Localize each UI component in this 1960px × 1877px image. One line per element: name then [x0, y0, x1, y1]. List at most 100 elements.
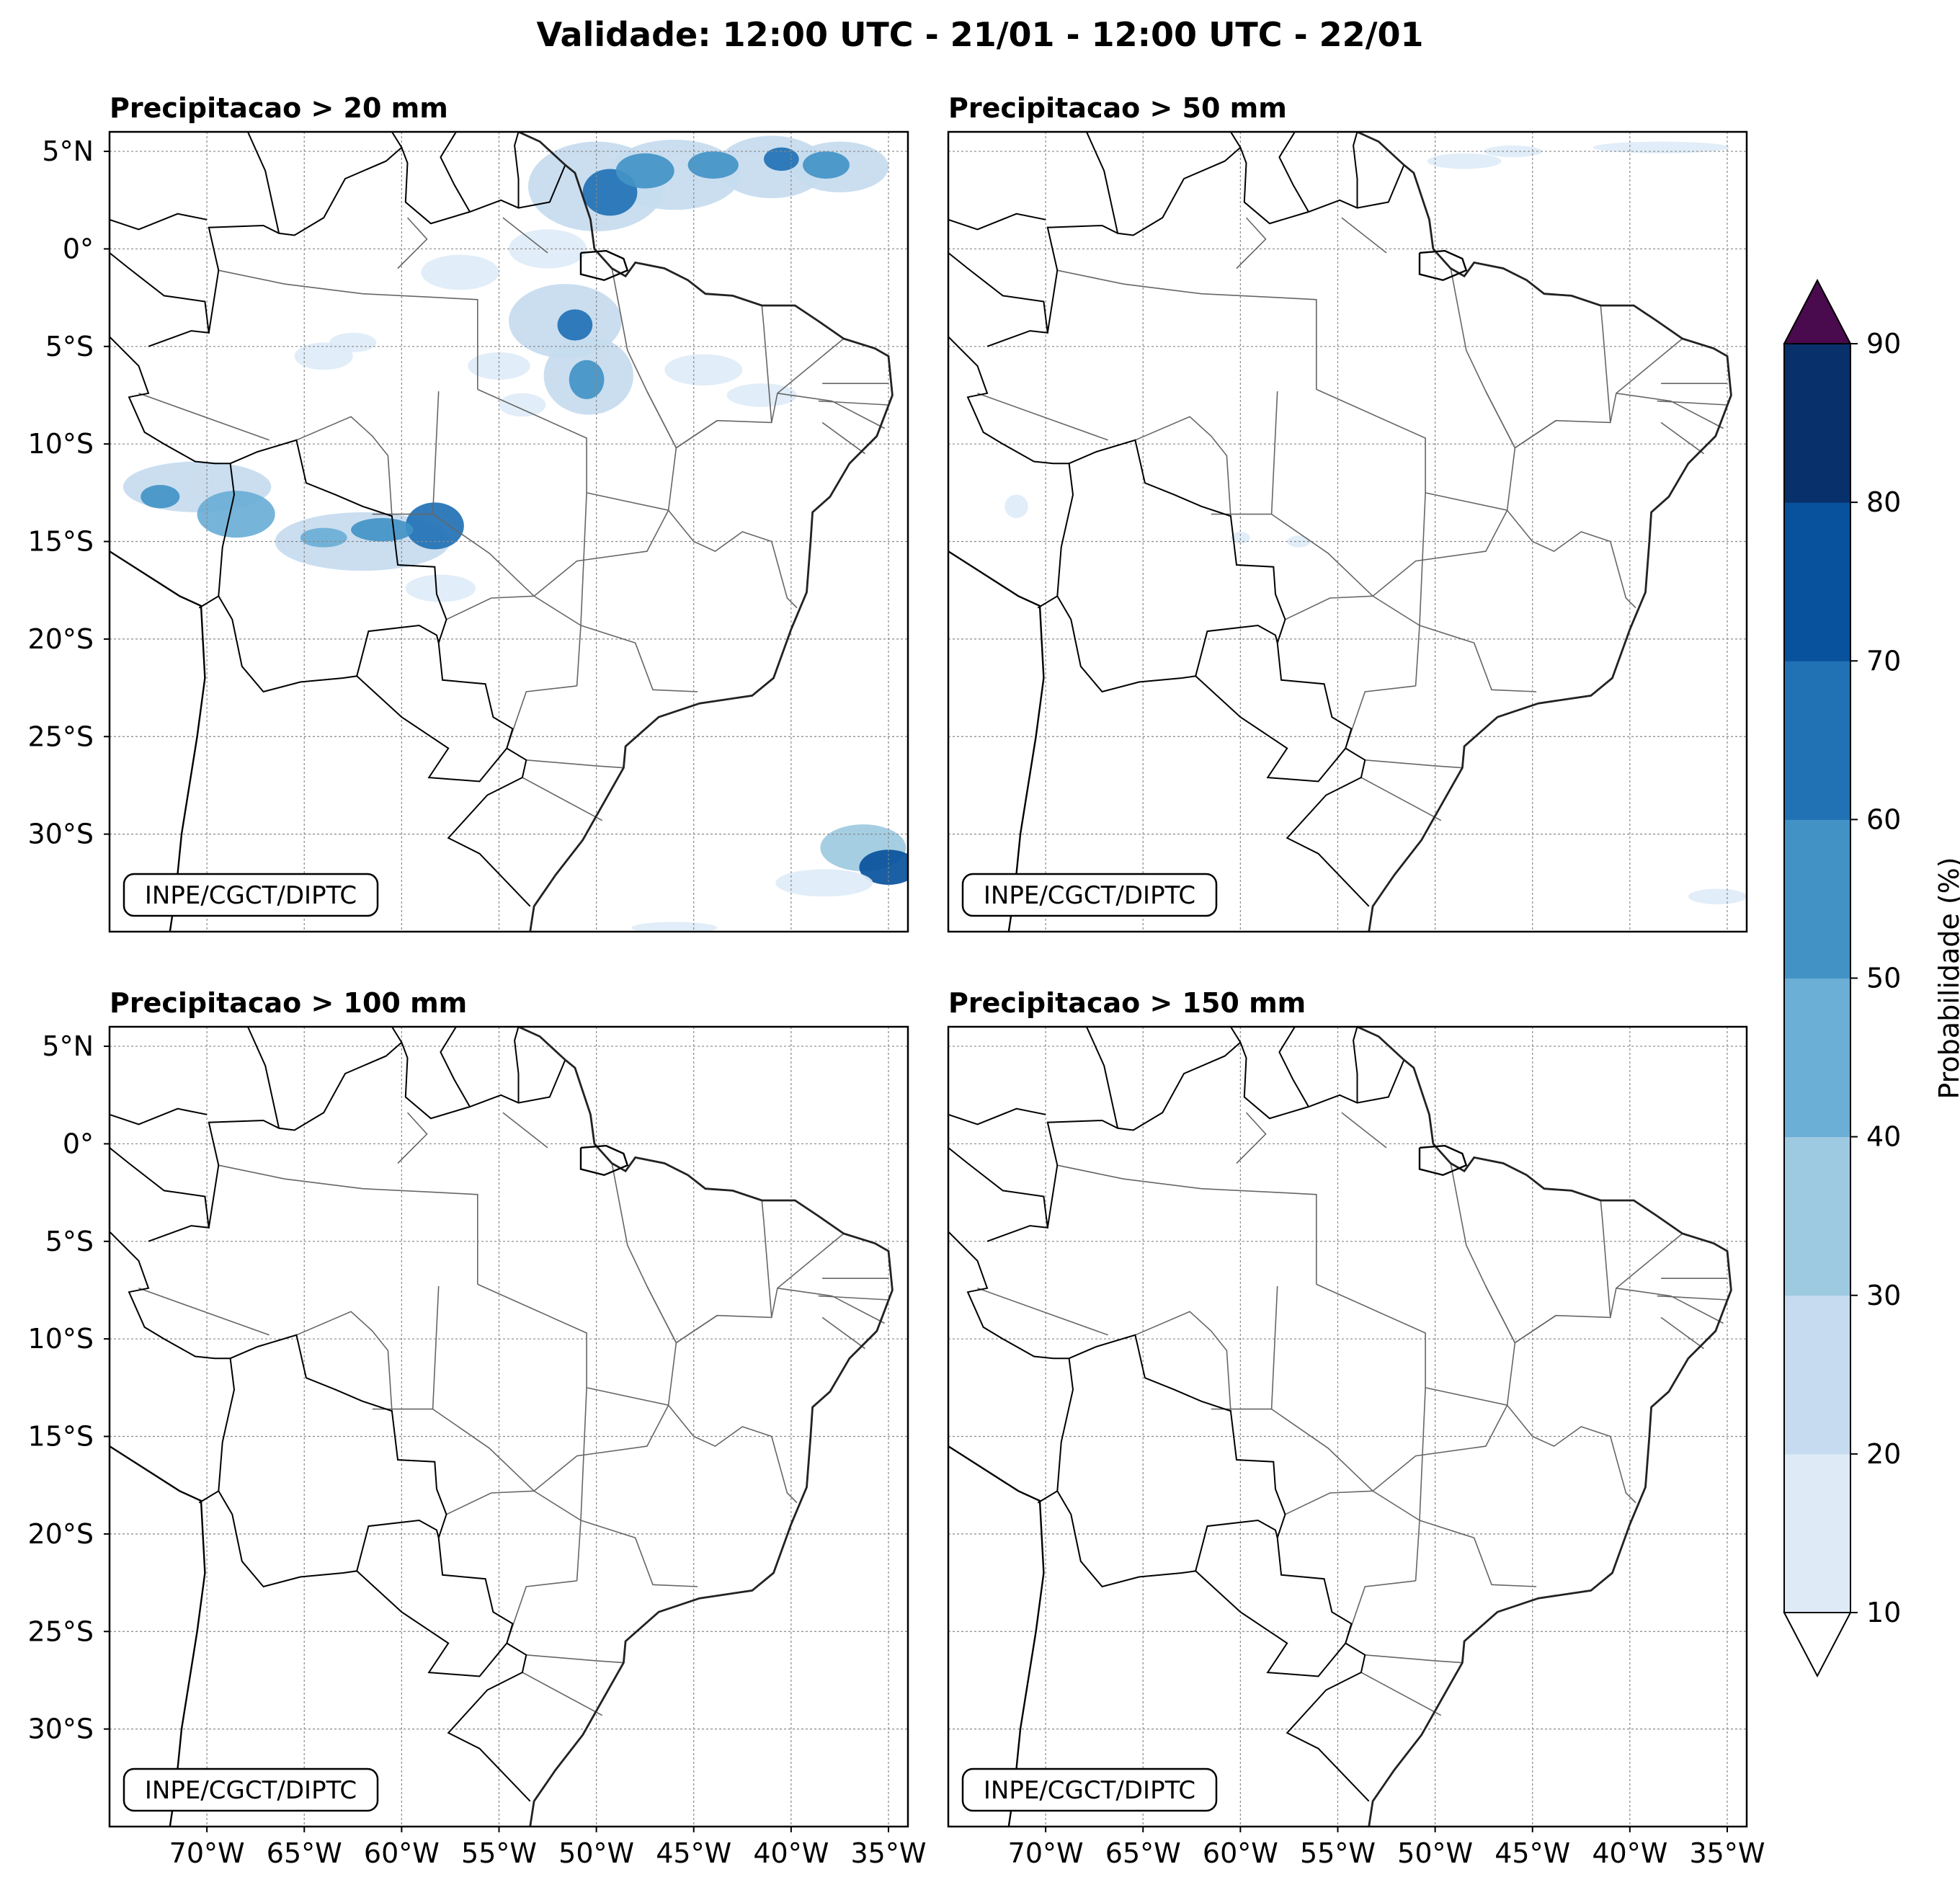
country-border [1353, 1027, 1358, 1103]
panel-title: Precipitacao > 150 mm [948, 987, 1306, 1019]
state-border [522, 1672, 603, 1716]
credit-box [122, 873, 379, 917]
precip-area [631, 922, 718, 932]
country-border [447, 1642, 531, 1802]
state-border [477, 1163, 677, 1406]
precip-area [1592, 141, 1729, 153]
state-border [1485, 305, 1611, 449]
country-border [110, 1107, 208, 1125]
lat-tick-label: 5°S [45, 1226, 94, 1257]
credit-box [961, 1767, 1218, 1812]
map-frame [108, 130, 909, 933]
precip-area [294, 342, 353, 370]
lon-tick-label: 35°W [851, 1837, 927, 1869]
state-border [977, 393, 1108, 441]
map-background [110, 1027, 908, 1827]
state-border [526, 1654, 624, 1664]
country-border [440, 1027, 471, 1107]
state-border [646, 305, 772, 449]
state-border [526, 759, 624, 769]
country-border [948, 1231, 1074, 1504]
coastline-east [1356, 1027, 1732, 1827]
colorbar-tick-label: 60 [1866, 803, 1901, 835]
panel-precip-50mm: Precipitacao > 50 mm INPE/CGCT/DIPTC [947, 92, 1748, 933]
colorbar-segment [1784, 502, 1850, 661]
precip-area [300, 527, 347, 548]
lon-tick-label: 70°W [169, 1837, 245, 1869]
country-border [948, 1147, 1048, 1242]
precip-area [764, 147, 799, 171]
state-border [218, 1164, 478, 1285]
state-border [1485, 1200, 1611, 1344]
country-border [1085, 132, 1119, 234]
precip-area [1484, 145, 1543, 158]
state-border [580, 1520, 698, 1587]
credit-box [961, 873, 1218, 917]
country-border [1278, 132, 1309, 213]
state-border [675, 1315, 718, 1344]
country-border [514, 1027, 520, 1103]
country-border [1056, 1490, 1278, 1588]
precip-area [351, 518, 414, 542]
country-border [110, 336, 236, 609]
state-border [502, 1112, 548, 1149]
state-border [1372, 1404, 1508, 1492]
panel-precip-100mm: Precipitacao > 100 mm 5°N 0° 5°S 10°S 15°S 20°… [28, 987, 927, 1869]
state-border [533, 509, 669, 597]
lat-tick-label: 5°N [42, 135, 94, 167]
colorbar-tick-label: 10 [1866, 1597, 1901, 1628]
state-border [506, 1580, 577, 1644]
country-border [110, 252, 210, 347]
colorbar-tick-label: 40 [1866, 1121, 1901, 1153]
state-border [533, 1404, 669, 1492]
lat-tick-label: 5°N [42, 1030, 94, 1062]
state-border [1365, 1654, 1463, 1664]
marajo-island [1418, 249, 1468, 282]
lat-tick-label: 15°S [28, 526, 94, 558]
state-border [580, 625, 698, 692]
precip-area [615, 153, 674, 189]
state-border [1360, 777, 1442, 821]
state-border [522, 777, 603, 821]
country-border [447, 747, 531, 907]
country-border [208, 132, 403, 334]
state-border [1660, 1316, 1704, 1350]
state-border [1506, 509, 1636, 609]
lat-tick-label: 10°S [28, 1323, 94, 1355]
state-border [138, 393, 270, 441]
state-border [1316, 1163, 1516, 1406]
panel-title: Precipitacao > 100 mm [110, 987, 467, 1019]
state-border [777, 393, 885, 429]
marajo-island [579, 249, 629, 282]
state-border [1660, 422, 1704, 455]
state-border [1514, 420, 1556, 449]
country-border [1046, 132, 1242, 334]
state-border [397, 1112, 428, 1164]
state-border [506, 685, 577, 749]
colorbar: 10 20 30 40 50 60 70 80 90 Probabilidade (%) [1783, 278, 1960, 1678]
country-border [110, 213, 208, 231]
state-border [1360, 1672, 1442, 1716]
colorbar-label: Probabilidade (%) [1933, 857, 1960, 1099]
country-border [948, 213, 1046, 231]
state-border [821, 422, 865, 455]
colorbar-segment [1784, 1295, 1850, 1455]
lon-tick-label: 45°W [1494, 1837, 1570, 1869]
panel-precip-20mm: Precipitacao > 20 mm 5°N 0° 5°S 10°S 15°S 20°S… [28, 92, 909, 933]
lat-tick-label: 15°S [28, 1421, 94, 1453]
state-border [1341, 1112, 1387, 1149]
state-border [1657, 1295, 1728, 1301]
coastline-east [517, 132, 894, 932]
colorbar-segment [1784, 661, 1850, 820]
state-border [821, 1316, 865, 1350]
credit-label: INPE/CGCT/DIPTC [984, 1776, 1195, 1805]
state-border [477, 268, 677, 512]
lon-tick-label: 70°W [1008, 1837, 1084, 1869]
marajo-island [1418, 1144, 1468, 1177]
lat-tick-label: 30°S [28, 1713, 94, 1745]
lon-tick-label: 35°W [1690, 1837, 1765, 1869]
lat-tick-label: 20°S [28, 1518, 94, 1550]
state-border [1285, 1490, 1373, 1515]
state-border [1419, 625, 1537, 692]
